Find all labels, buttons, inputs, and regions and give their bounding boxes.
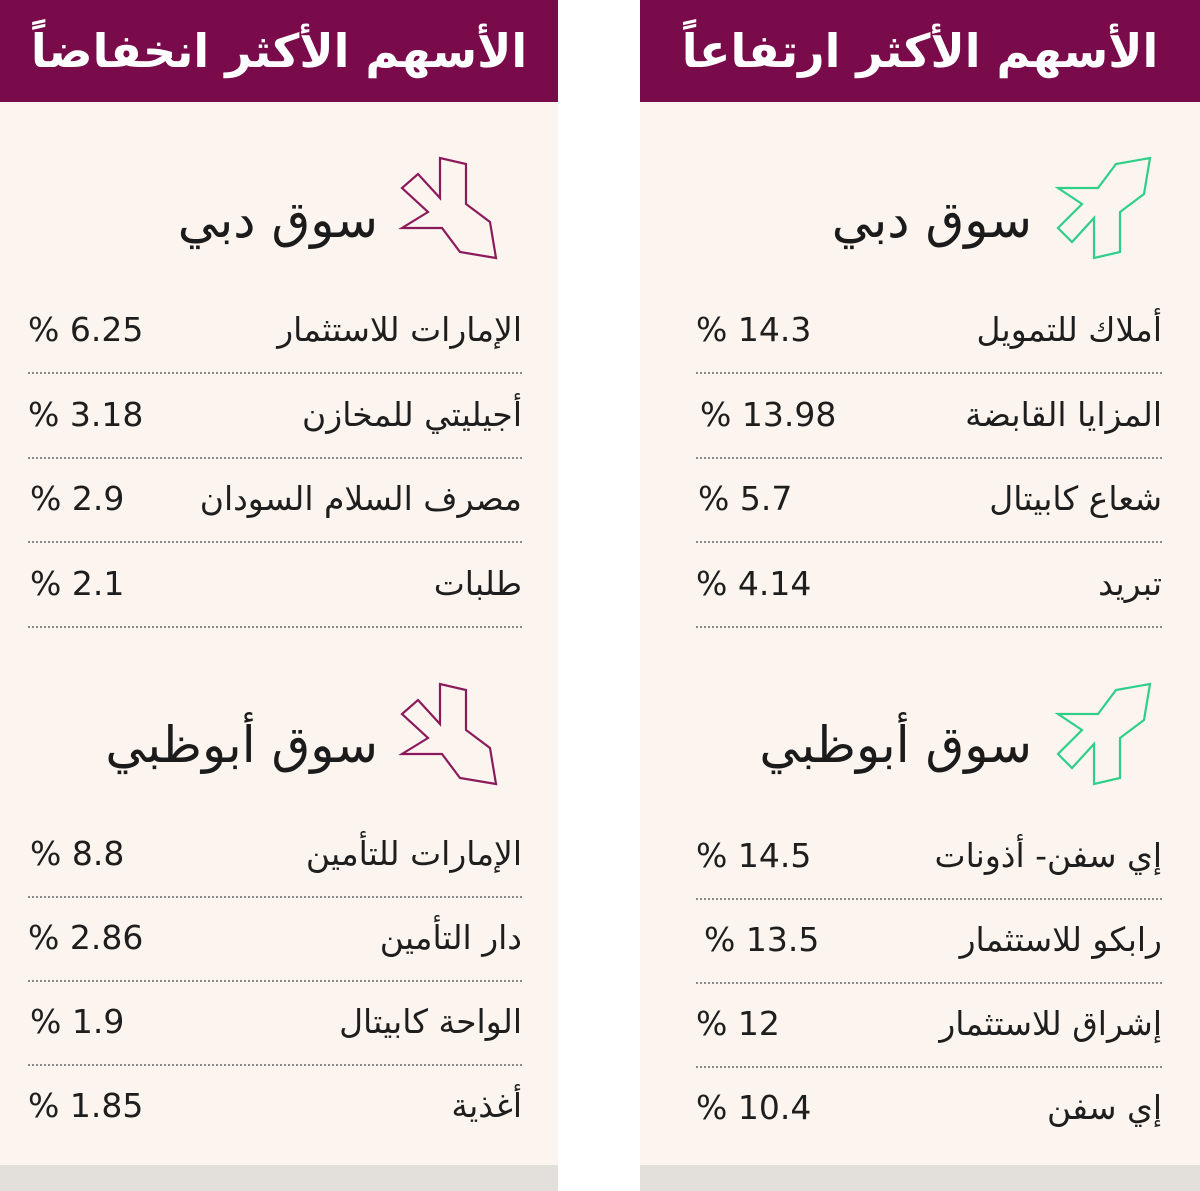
table-row: أغذية % 1.85 [28, 1066, 522, 1136]
losers-dubai-title: سوق دبي [177, 191, 378, 249]
company-name: أجيليتي للمخازن [302, 395, 522, 434]
row-divider [696, 982, 1162, 984]
table-row: طلبات % 2.1 [28, 544, 522, 628]
change-value: % 2.86 [28, 918, 144, 957]
change-value: % 4.14 [696, 564, 812, 603]
company-name: إشراق للاستثمار [939, 1004, 1162, 1043]
table-row: إي سفن % 10.4 [696, 1068, 1162, 1138]
arrow-down-right-icon [398, 156, 498, 260]
gainers-body [640, 102, 1200, 1191]
company-name: أغذية [451, 1086, 522, 1125]
table-row: تبريد % 4.14 [696, 544, 1162, 628]
company-name: الإمارات للتأمين [305, 834, 522, 873]
company-name: تبريد [1098, 564, 1162, 603]
company-name: الواحة كابيتال [339, 1002, 522, 1041]
table-row: الواحة كابيتال % 1.9 [28, 982, 522, 1066]
company-name: مصرف السلام السودان [199, 479, 522, 518]
table-row: الإمارات للتأمين % 8.8 [28, 814, 522, 898]
row-divider [28, 541, 522, 543]
arrow-up-right-icon [1054, 682, 1152, 786]
table-row: دار التأمين % 2.86 [28, 898, 522, 982]
gainers-header: الأسهم الأكثر ارتفاعاً [640, 0, 1200, 102]
row-divider [28, 1064, 522, 1066]
gainers-dubai-title: سوق دبي [831, 191, 1032, 249]
gainers-title: الأسهم الأكثر ارتفاعاً [681, 24, 1159, 78]
table-row: أملاك للتمويل % 14.3 [696, 290, 1162, 374]
company-name: المزايا القابضة [965, 395, 1162, 434]
change-value: % 14.5 [696, 836, 812, 875]
table-row: الإمارات للاستثمار % 6.25 [28, 290, 522, 374]
change-value: % 5.7 [698, 479, 793, 518]
change-value: % 1.9 [30, 1002, 125, 1041]
table-row: شعاع كابيتال % 5.7 [696, 459, 1162, 543]
company-name: إي سفن [1047, 1088, 1162, 1127]
arrow-up-right-icon [1054, 156, 1152, 260]
table-row: مصرف السلام السودان % 2.9 [28, 459, 522, 543]
row-divider [696, 626, 1162, 628]
top-gainers-panel: الأسهم الأكثر ارتفاعاً سوق دبي أملاك للت… [640, 0, 1200, 1191]
table-row: أجيليتي للمخازن % 3.18 [28, 375, 522, 459]
table-row: إي سفن- أذونات % 14.5 [696, 816, 1162, 900]
row-divider [696, 541, 1162, 543]
table-row: المزايا القابضة % 13.98 [696, 375, 1162, 459]
company-name: الإمارات للاستثمار [277, 310, 522, 349]
change-value: % 2.1 [30, 564, 125, 603]
row-divider [28, 980, 522, 982]
gainers-abudhabi-title: سوق أبوظبي [759, 716, 1032, 774]
losers-title: الأسهم الأكثر انخفاضاً [30, 24, 528, 78]
company-name: رابكو للاستثمار [959, 920, 1162, 959]
losers-header: الأسهم الأكثر انخفاضاً [0, 0, 558, 102]
table-row: إشراق للاستثمار % 12 [696, 984, 1162, 1068]
change-value: % 2.9 [30, 479, 125, 518]
change-value: % 6.25 [28, 310, 144, 349]
table-row: رابكو للاستثمار % 13.5 [696, 900, 1162, 984]
row-divider [28, 626, 522, 628]
change-value: % 8.8 [30, 834, 125, 873]
arrow-down-right-icon [398, 682, 498, 786]
row-divider [696, 457, 1162, 459]
change-value: % 10.4 [696, 1088, 812, 1127]
company-name: دار التأمين [379, 918, 522, 957]
gainers-footer-bar [640, 1165, 1200, 1191]
top-losers-panel: الأسهم الأكثر انخفاضاً سوق دبي الإمارات … [0, 0, 558, 1191]
row-divider [696, 1066, 1162, 1068]
losers-footer-bar [0, 1165, 558, 1191]
company-name: إي سفن- أذونات [934, 836, 1162, 875]
change-value: % 12 [696, 1004, 780, 1043]
change-value: % 13.98 [700, 395, 837, 434]
row-divider [28, 372, 522, 374]
change-value: % 14.3 [696, 310, 812, 349]
row-divider [28, 457, 522, 459]
row-divider [28, 896, 522, 898]
company-name: شعاع كابيتال [989, 479, 1162, 518]
change-value: % 1.85 [28, 1086, 144, 1125]
company-name: طلبات [433, 564, 522, 603]
row-divider [696, 898, 1162, 900]
change-value: % 13.5 [704, 920, 820, 959]
row-divider [696, 372, 1162, 374]
company-name: أملاك للتمويل [976, 310, 1162, 349]
losers-body [0, 102, 558, 1191]
losers-abudhabi-title: سوق أبوظبي [105, 716, 378, 774]
change-value: % 3.18 [28, 395, 144, 434]
